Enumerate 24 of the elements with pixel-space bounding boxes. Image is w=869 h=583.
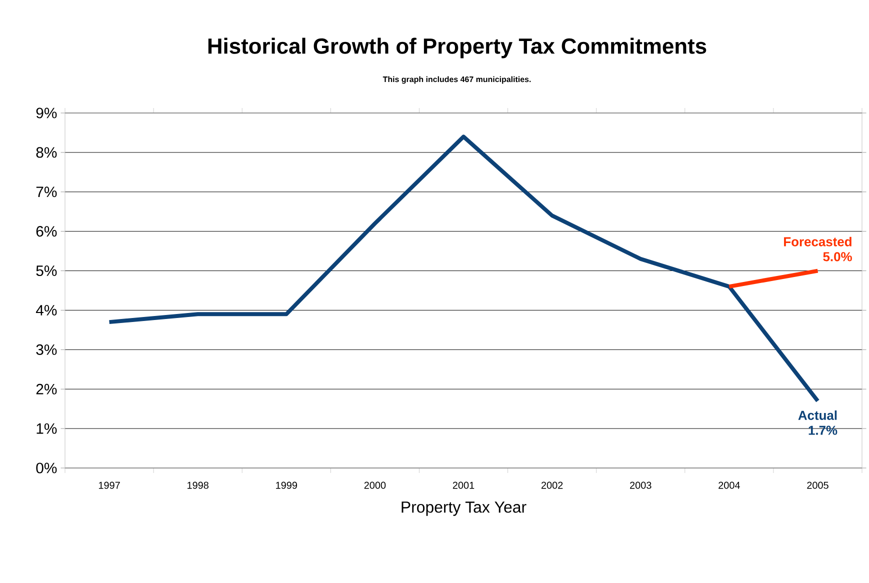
x-tick-label: 1999: [276, 482, 298, 489]
y-tick-label: 6%: [36, 226, 57, 237]
chart-title: Historical Growth of Property Tax Commitments: [208, 38, 706, 58]
x-tick-label: 1997: [98, 482, 120, 489]
x-tick-label: 2002: [541, 482, 563, 489]
x-tick-label: 2003: [630, 482, 652, 489]
y-tick-label: 7%: [36, 186, 57, 198]
x-tick-label: 2001: [452, 482, 474, 489]
y-tick-label: 8%: [36, 147, 57, 158]
x-tick-label: 2004: [718, 482, 740, 489]
y-tick-label: 5%: [36, 266, 57, 276]
x-tick-label: 2005: [807, 482, 828, 489]
y-tick-label: 3%: [36, 344, 57, 355]
x-axis-title: Property Tax Year: [402, 502, 526, 516]
y-tick-label: 0%: [36, 462, 57, 474]
y-tick-label: 1%: [36, 423, 57, 434]
x-tick-label: 2000: [364, 482, 386, 489]
data-label: 5.0%: [823, 252, 852, 262]
y-tick-label: 4%: [36, 305, 57, 316]
text: Forecasted: [784, 236, 852, 246]
series-label: Actual: [798, 410, 837, 420]
y-tick-label: 2%: [36, 384, 57, 394]
x-tick-label: 1998: [188, 482, 208, 489]
y-tick-label: 9%: [36, 108, 57, 118]
